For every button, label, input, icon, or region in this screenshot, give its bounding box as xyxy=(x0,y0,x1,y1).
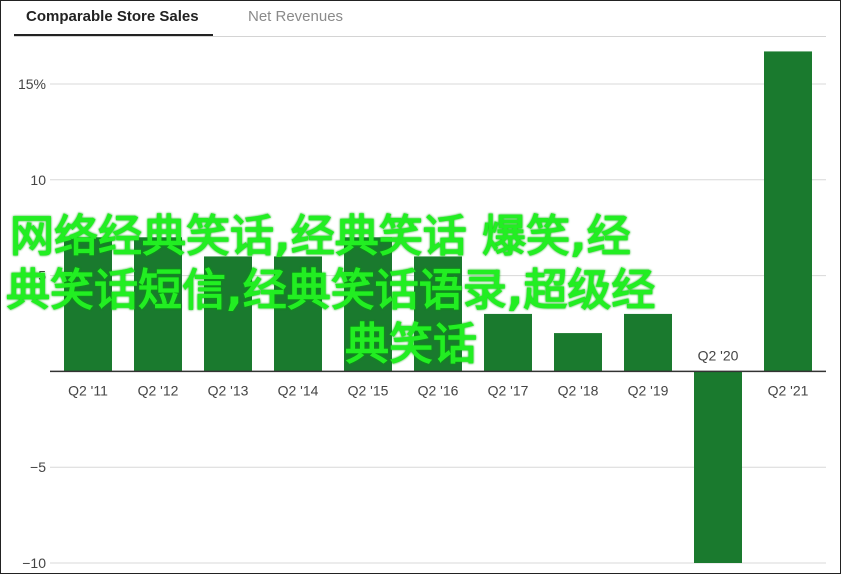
bar xyxy=(204,256,252,372)
overlay-line-1: 网络经典笑话,经典笑话 爆笑,经 xyxy=(10,211,631,262)
y-tick-label: 10 xyxy=(30,172,46,188)
x-tick-label: Q2 '12 xyxy=(138,382,179,398)
overlay-line-3: 典笑话 xyxy=(345,319,477,370)
x-tick-label: Q2 '21 xyxy=(768,382,809,398)
y-tick-label: 15% xyxy=(18,76,46,92)
bar xyxy=(134,237,182,372)
overlay-line-2: 典笑话短信,经典笑话语录,超级经 xyxy=(6,265,656,316)
x-tick-label: Q2 '13 xyxy=(208,382,249,398)
bar xyxy=(764,51,812,372)
bar xyxy=(274,256,322,372)
y-tick-label: −10 xyxy=(22,555,46,571)
x-tick-label: Q2 '11 xyxy=(68,382,108,398)
bar xyxy=(64,237,112,372)
y-tick-label: 5 xyxy=(38,268,46,284)
tab-net-revenues[interactable]: Net Revenues xyxy=(248,8,344,25)
x-tick-label: Q2 '15 xyxy=(348,382,389,398)
y-tick-label: −5 xyxy=(30,459,46,475)
bar xyxy=(554,333,602,372)
bar xyxy=(414,256,462,372)
x-tick-label: Q2 '17 xyxy=(488,382,529,398)
bar xyxy=(344,237,392,372)
x-tick-label: Q2 '20 xyxy=(698,347,739,363)
tab-comparable-store-sales[interactable]: Comparable Store Sales xyxy=(14,0,213,36)
x-tick-label: Q2 '14 xyxy=(278,382,319,398)
bar xyxy=(694,371,742,563)
tab-bar: Comparable Store Sales Net Revenues xyxy=(14,0,826,37)
bar xyxy=(484,313,532,372)
x-tick-label: Q2 '16 xyxy=(418,382,459,398)
x-tick-label: Q2 '18 xyxy=(558,382,599,398)
x-tick-label: Q2 '19 xyxy=(628,382,669,398)
bar xyxy=(624,313,672,372)
